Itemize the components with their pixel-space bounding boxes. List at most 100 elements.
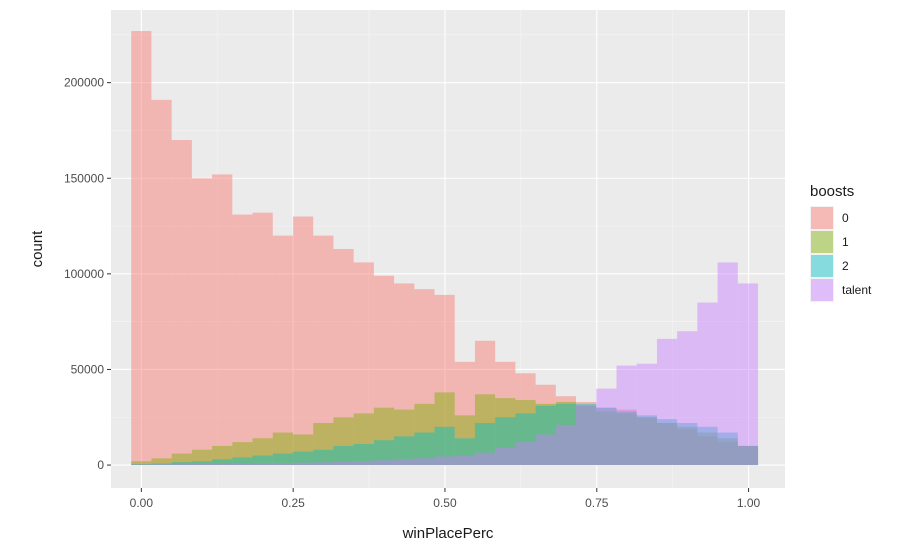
bar-1 — [596, 411, 617, 466]
bar-0 — [576, 401, 597, 466]
bar-talent — [555, 424, 577, 466]
bar-2 — [171, 462, 192, 466]
bar-0 — [272, 235, 293, 466]
bar-0 — [333, 249, 354, 466]
bar-0 — [414, 289, 435, 466]
bar-talent — [131, 464, 152, 466]
bar-2 — [373, 440, 395, 466]
bar-1 — [656, 422, 678, 466]
bar-talent — [212, 463, 233, 466]
major-gridlines — [111, 10, 785, 488]
histogram-bars — [131, 31, 759, 466]
bar-talent — [596, 388, 617, 466]
legend-label: talent — [842, 283, 872, 297]
bar-0 — [596, 407, 617, 466]
x-tick-label: 0.75 — [585, 496, 609, 510]
bar-2 — [616, 411, 637, 466]
legend-key — [811, 279, 833, 301]
bar-1 — [515, 400, 536, 466]
bar-2 — [717, 432, 738, 466]
bar-0 — [151, 99, 172, 466]
bar-0 — [474, 340, 496, 466]
bar-talent — [677, 331, 698, 466]
bar-talent — [333, 461, 354, 466]
bar-2 — [434, 426, 455, 466]
legend-key-bg — [810, 278, 834, 302]
bar-0 — [677, 428, 698, 466]
bar-talent — [272, 463, 293, 466]
y-axis-title: count — [29, 230, 46, 268]
bar-2 — [636, 415, 657, 466]
series-1 — [131, 392, 759, 466]
bar-talent — [515, 442, 536, 466]
legend-items: 0 1 2 talent — [810, 206, 872, 302]
bar-talent — [717, 262, 738, 466]
y-tick-label: 100000 — [64, 267, 104, 281]
bar-1 — [394, 409, 415, 466]
legend-key — [811, 255, 833, 277]
x-tick-label: 0.00 — [130, 496, 154, 510]
legend-key-bg — [810, 254, 834, 278]
bar-1 — [212, 445, 233, 466]
bar-0 — [212, 174, 233, 466]
bar-0 — [131, 31, 152, 466]
series-0 — [131, 31, 759, 466]
bar-1 — [313, 422, 334, 466]
bar-0 — [454, 361, 475, 466]
bar-0 — [555, 396, 577, 466]
bar-2 — [677, 422, 698, 466]
bar-talent — [353, 461, 374, 466]
bar-2 — [353, 444, 374, 466]
bar-0 — [656, 422, 678, 466]
bar-talent — [656, 338, 678, 466]
bar-2 — [555, 403, 577, 466]
bar-0 — [353, 262, 374, 466]
bar-1 — [373, 407, 395, 466]
bar-1 — [232, 442, 253, 466]
bar-2 — [212, 459, 233, 466]
bar-2 — [697, 426, 718, 466]
bar-2 — [596, 407, 617, 466]
bar-2 — [394, 436, 415, 466]
bar-0 — [191, 178, 213, 466]
legend-item-talent: talent — [810, 278, 872, 302]
bar-talent — [616, 365, 637, 466]
minor-gridlines — [111, 10, 785, 488]
bar-1 — [434, 392, 455, 466]
bar-0 — [232, 214, 253, 466]
bar-0 — [737, 445, 759, 466]
legend-label: 1 — [842, 235, 849, 249]
bar-0 — [515, 373, 536, 466]
bar-1 — [333, 417, 354, 466]
bar-1 — [454, 415, 475, 466]
bar-1 — [535, 403, 556, 466]
bar-0 — [394, 283, 415, 466]
bar-talent — [697, 302, 718, 466]
bar-1 — [414, 403, 435, 466]
bar-2 — [656, 419, 678, 466]
bar-talent — [454, 455, 475, 466]
y-tick-label: 50000 — [71, 362, 105, 376]
bar-0 — [717, 442, 738, 466]
bar-2 — [232, 457, 253, 466]
legend: boosts 0 1 2 talent — [810, 183, 872, 302]
bar-2 — [454, 438, 475, 466]
bar-talent — [252, 463, 273, 466]
bar-talent — [313, 462, 334, 466]
bar-0 — [252, 212, 273, 466]
bar-talent — [576, 405, 597, 466]
bar-talent — [535, 434, 556, 466]
bar-1 — [353, 413, 374, 466]
bar-1 — [474, 394, 496, 466]
bar-talent — [495, 447, 516, 466]
bar-0 — [313, 235, 334, 466]
bar-talent — [474, 452, 496, 466]
x-axis-title: winPlacePerc — [402, 525, 494, 542]
y-tick-label: 150000 — [64, 171, 104, 185]
bar-1 — [272, 432, 293, 466]
bar-1 — [131, 461, 152, 466]
bar-1 — [495, 398, 516, 466]
bar-0 — [636, 417, 657, 466]
bar-talent — [737, 283, 759, 466]
bar-2 — [535, 405, 556, 466]
